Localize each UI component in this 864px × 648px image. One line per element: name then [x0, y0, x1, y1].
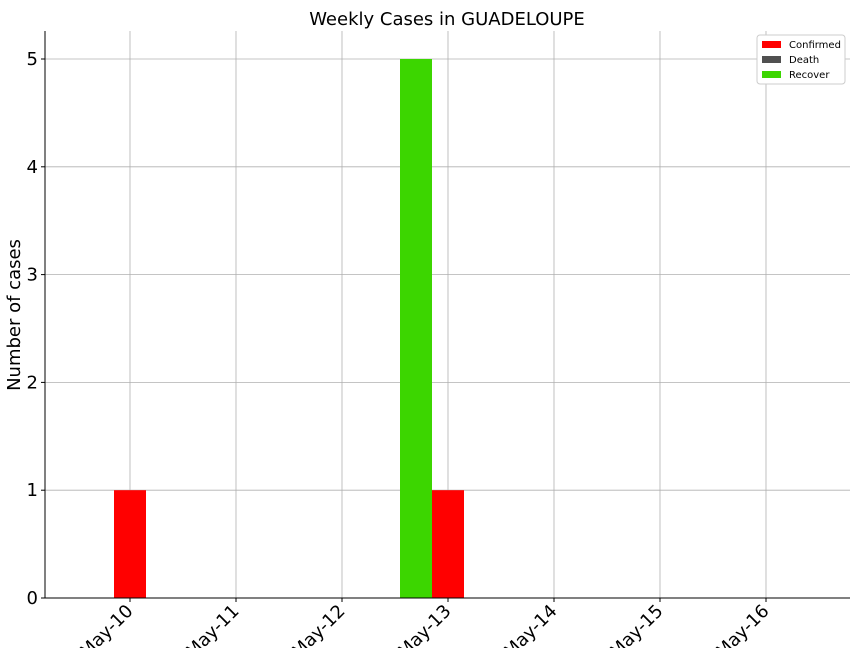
legend: Confirmed Death Recover [756, 34, 846, 85]
grid-lines [45, 31, 850, 599]
bar-confirmed-may-10 [114, 490, 146, 598]
x-tick-label: May-10 [76, 601, 138, 648]
x-tick-label: May-15 [606, 601, 668, 648]
y-tick-label: 4 [27, 157, 38, 178]
chart-title: Weekly Cases in GUADELOUPE [309, 9, 585, 30]
legend-swatch-death [762, 56, 781, 63]
x-ticks: May-10 May-11 May-12 May-13 May-14 May-15 May-… [76, 598, 774, 648]
x-tick-label: May-12 [288, 601, 350, 648]
y-tick-label: 3 [27, 265, 38, 286]
bar-confirmed-may-13 [432, 490, 464, 598]
y-ticks: 0 1 2 3 4 5 [27, 49, 45, 609]
bars [114, 59, 464, 598]
legend-label-death: Death [789, 55, 819, 66]
y-tick-label: 2 [27, 372, 38, 393]
y-tick-label: 0 [27, 588, 38, 609]
bar-recover-may-13 [400, 59, 432, 598]
y-tick-label: 5 [27, 49, 38, 70]
legend-label-recover: Recover [789, 70, 830, 81]
y-tick-label: 1 [27, 480, 38, 501]
x-tick-label: May-14 [500, 601, 562, 648]
legend-label-confirmed: Confirmed [789, 40, 841, 51]
legend-swatch-confirmed [762, 41, 781, 48]
x-tick-label: May-16 [712, 601, 774, 648]
x-tick-label: May-11 [182, 601, 244, 648]
legend-swatch-recover [762, 71, 781, 78]
x-tick-label: May-13 [394, 601, 456, 648]
y-axis-label: Number of cases [4, 239, 25, 391]
